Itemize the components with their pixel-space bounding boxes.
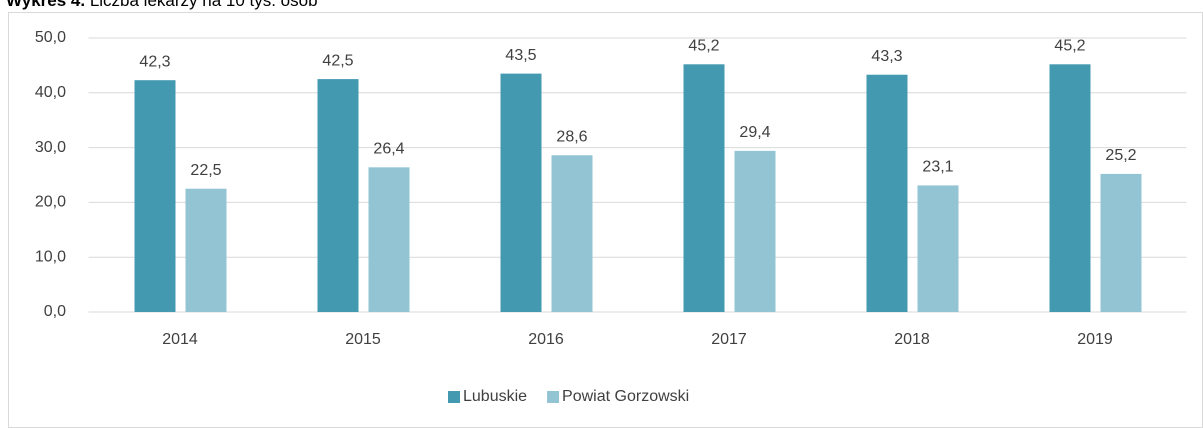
legend-swatch xyxy=(448,391,460,403)
bar xyxy=(1049,64,1091,312)
chart-title-text: Liczba lekarzy na 10 tys. osób xyxy=(90,0,318,10)
y-tick-label: 20,0 xyxy=(35,194,66,211)
x-tick-label: 2014 xyxy=(162,331,198,348)
data-label: 43,3 xyxy=(871,48,902,65)
data-label: 23,1 xyxy=(922,159,953,176)
bar xyxy=(1100,173,1142,312)
bar xyxy=(734,150,776,312)
legend-label: Lubuskie xyxy=(463,388,527,405)
x-tick-label: 2015 xyxy=(345,331,381,348)
bar xyxy=(185,188,227,312)
y-tick-label: 10,0 xyxy=(35,248,66,265)
data-label: 26,4 xyxy=(373,141,404,158)
data-label: 22,5 xyxy=(190,162,221,179)
data-label: 29,4 xyxy=(739,124,770,141)
bar xyxy=(500,73,542,313)
bar xyxy=(866,74,908,312)
y-tick-label: 30,0 xyxy=(35,139,66,156)
legend-label: Powiat Gorzowski xyxy=(562,388,689,405)
bar xyxy=(551,155,593,312)
x-tick-label: 2018 xyxy=(894,331,930,348)
bar xyxy=(683,64,725,312)
bar xyxy=(368,167,410,312)
bar xyxy=(134,80,176,312)
bar xyxy=(917,185,959,312)
data-label: 45,2 xyxy=(688,38,719,55)
data-label: 42,3 xyxy=(139,53,170,70)
data-label: 45,2 xyxy=(1054,38,1085,55)
chart-title-label: Wykres 4. xyxy=(6,0,85,10)
y-tick-label: 0,0 xyxy=(44,303,66,320)
data-label: 42,5 xyxy=(322,52,353,69)
x-tick-label: 2016 xyxy=(528,331,564,348)
y-tick-label: 50,0 xyxy=(35,29,66,46)
legend-swatch xyxy=(547,391,560,403)
chart-title: Wykres 4. Liczba lekarzy na 10 tys. osób xyxy=(6,0,318,10)
x-tick-label: 2019 xyxy=(1077,331,1113,348)
y-tick-label: 40,0 xyxy=(35,84,66,101)
data-label: 25,2 xyxy=(1105,147,1136,164)
data-label: 43,5 xyxy=(505,47,536,64)
data-label: 28,6 xyxy=(556,128,587,145)
x-tick-label: 2017 xyxy=(711,331,747,348)
bar xyxy=(317,79,359,312)
